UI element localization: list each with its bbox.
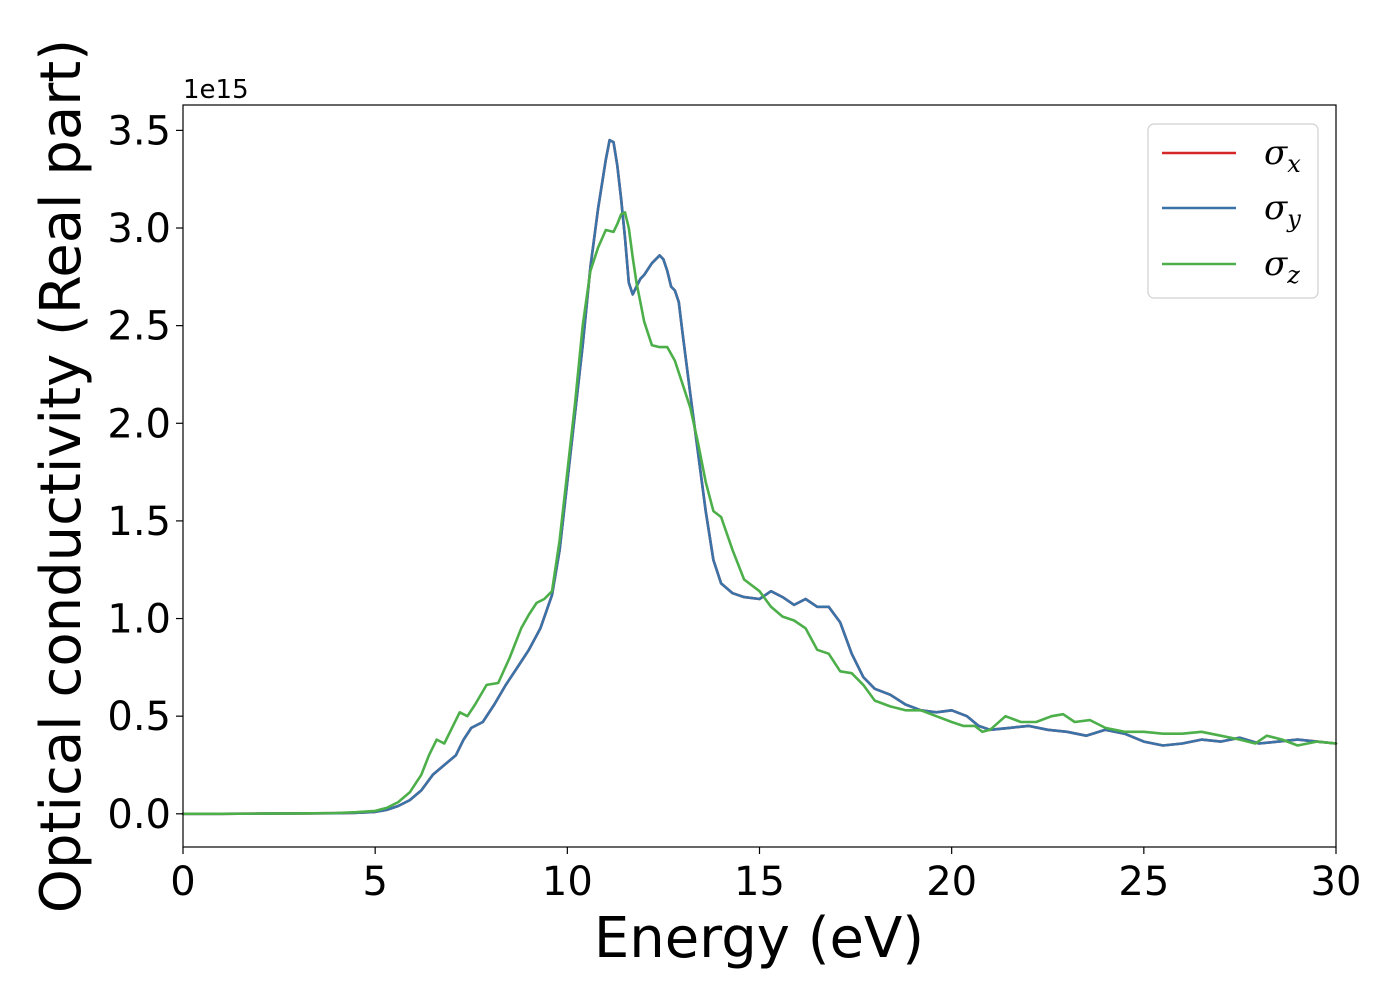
x-tick-label: 10 (542, 859, 593, 905)
plot-area (183, 105, 1336, 847)
y-tick-label: 0.0 (107, 792, 171, 838)
x-tick-label: 30 (1311, 859, 1362, 905)
legend-label-y: σy (1264, 188, 1301, 233)
y-tick-label: 0.5 (107, 694, 171, 740)
series-line-z (181, 211, 1338, 816)
x-tick-label: 5 (362, 859, 387, 905)
x-tick-label: 15 (734, 859, 785, 905)
x-axis-ticks: 0 5 10 15 20 25 30 (170, 847, 1361, 905)
y-tick-label: 1.5 (107, 499, 171, 545)
legend-subscript-x: x (1287, 150, 1301, 178)
x-tick-label: 0 (170, 859, 195, 905)
y-offset-label: 1e15 (183, 75, 249, 105)
y-tick-label: 1.0 (107, 597, 171, 643)
legend-subscript-z: z (1286, 261, 1300, 289)
series-layer (181, 138, 1338, 816)
y-tick-label: 3.0 (107, 206, 171, 252)
y-tick-label: 2.0 (107, 401, 171, 447)
x-tick-label: 20 (926, 859, 977, 905)
y-axis-ticks: 0.0 0.5 1.0 1.5 2.0 2.5 3.0 3.5 (107, 108, 183, 838)
series-line-y (181, 138, 1338, 816)
y-axis-label: Optical conductivity (Real part) (29, 39, 94, 913)
y-tick-label: 2.5 (107, 304, 171, 350)
legend-box (1147, 123, 1319, 299)
x-axis-label: Energy (eV) (594, 906, 924, 971)
legend-subscript-y: y (1286, 205, 1301, 233)
y-tick-label: 3.5 (107, 108, 171, 154)
x-tick-label: 25 (1118, 859, 1169, 905)
